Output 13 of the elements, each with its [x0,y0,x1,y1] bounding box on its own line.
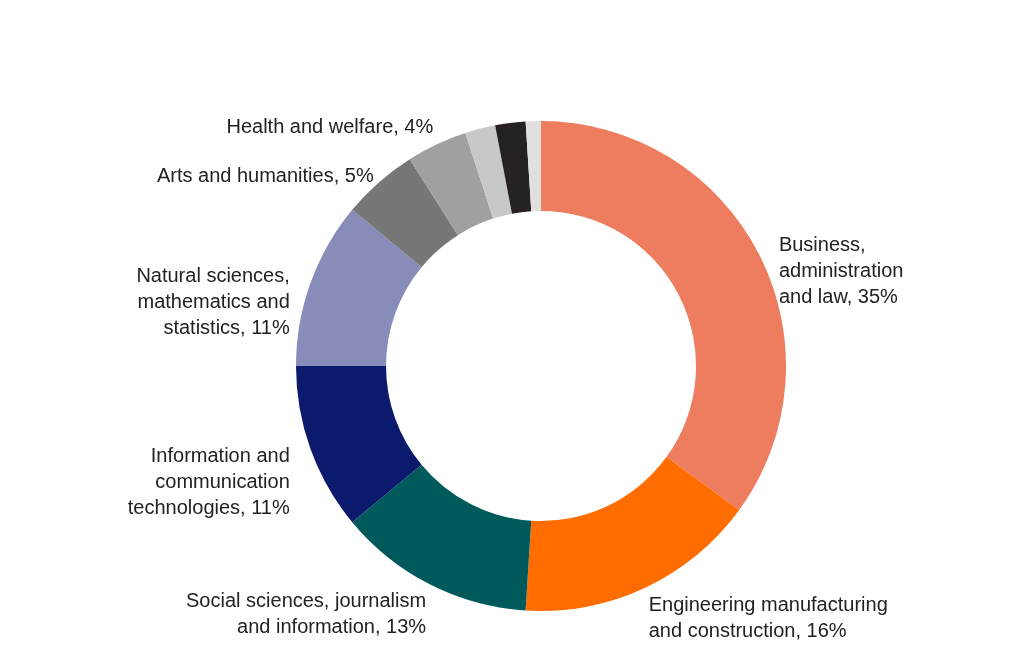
slice-label: Social sciences, journalism and information, 13% [186,589,427,638]
slice-label: Natural sciences, mathematics and statistics, 11% [136,263,290,338]
slice-label: Business, administration and law, 35% [778,232,904,307]
slice-label: Health and welfare, 4% [226,115,434,138]
donut-slice [525,121,541,212]
donut-slice [495,121,532,214]
donut-slice [296,209,422,366]
donut-slice [465,125,512,219]
slice-label: Engineering manufacturing and construction, 16% [648,592,888,641]
donut-slice [296,366,422,523]
donut-slice [409,132,494,236]
slice-label: Arts and humanities, 5% [156,164,374,187]
slice-label: Information and communication technologies, 11% [127,444,290,519]
